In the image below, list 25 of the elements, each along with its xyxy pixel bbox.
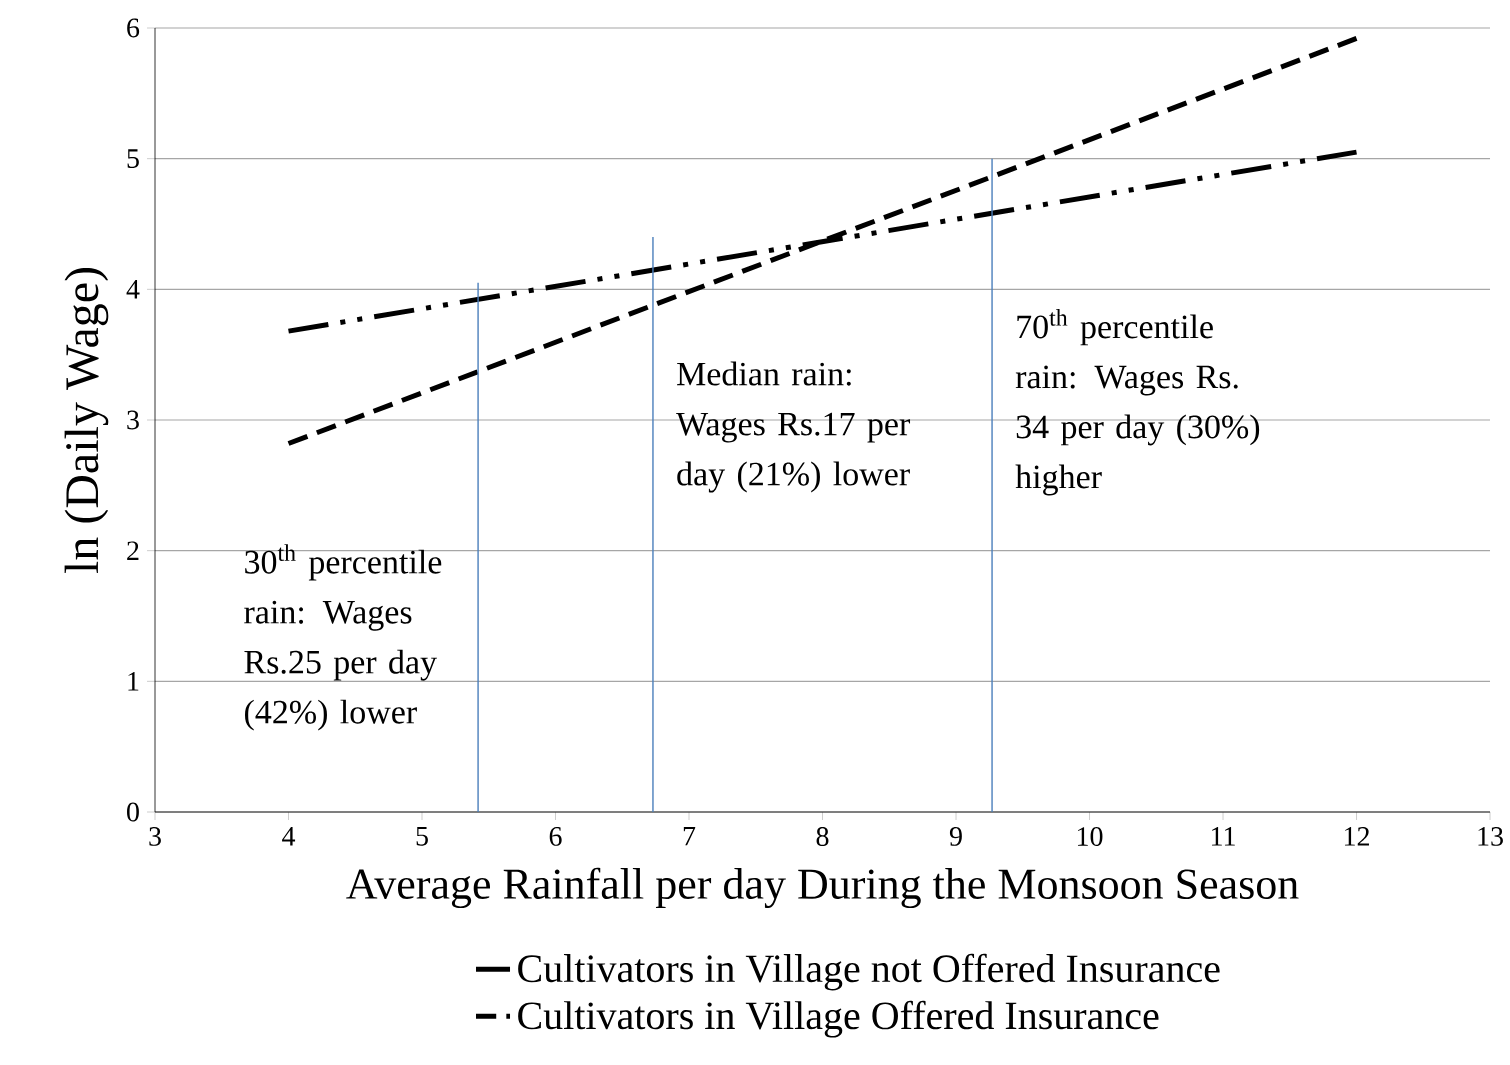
x-tick-label: 10 — [1077, 827, 1103, 846]
y-tick-label: 0 — [127, 802, 139, 822]
y-tick-label: 6 — [127, 18, 140, 38]
y-axis-title: ln (Daily Wage) — [64, 268, 109, 574]
x-axis-title: Average Rainfall per day During the Monsoon Season — [346, 867, 1299, 909]
annotation: Median rain: Wages Rs.17 per day (21%) lower — [676, 361, 911, 493]
x-tick-label: 8 — [816, 827, 829, 846]
x-tick-label: 13 — [1478, 827, 1503, 846]
annotation: 30$^{th}$ percentile rain: Wages Rs.25 per day (42%) lower — [244, 544, 442, 731]
x-tick-label: 7 — [683, 827, 696, 846]
x-tick-label: 5 — [416, 827, 428, 846]
annotation: 70$^{th}$ percentile rain: Wages Rs. 34 per day (30%) higher — [1015, 309, 1260, 496]
y-tick-label: 2 — [127, 541, 139, 560]
y-tick-label: 3 — [127, 410, 139, 430]
x-tick-label: 12 — [1344, 827, 1369, 846]
x-tick-label: 4 — [282, 827, 296, 846]
y-tick-label: 4 — [126, 280, 140, 299]
x-tick-label: 3 — [149, 827, 161, 846]
legend-label: Cultivators in Village Offered Insurance — [518, 1000, 1159, 1038]
y-tick-label: 5 — [127, 149, 139, 168]
x-tick-label: 6 — [549, 827, 562, 846]
legend-label: Cultivators in Village not Offered Insurance — [518, 953, 1220, 991]
x-tick-label: 9 — [949, 827, 962, 846]
y-tick-label: 1 — [128, 672, 139, 691]
x-tick-label: 11 — [1212, 827, 1235, 846]
